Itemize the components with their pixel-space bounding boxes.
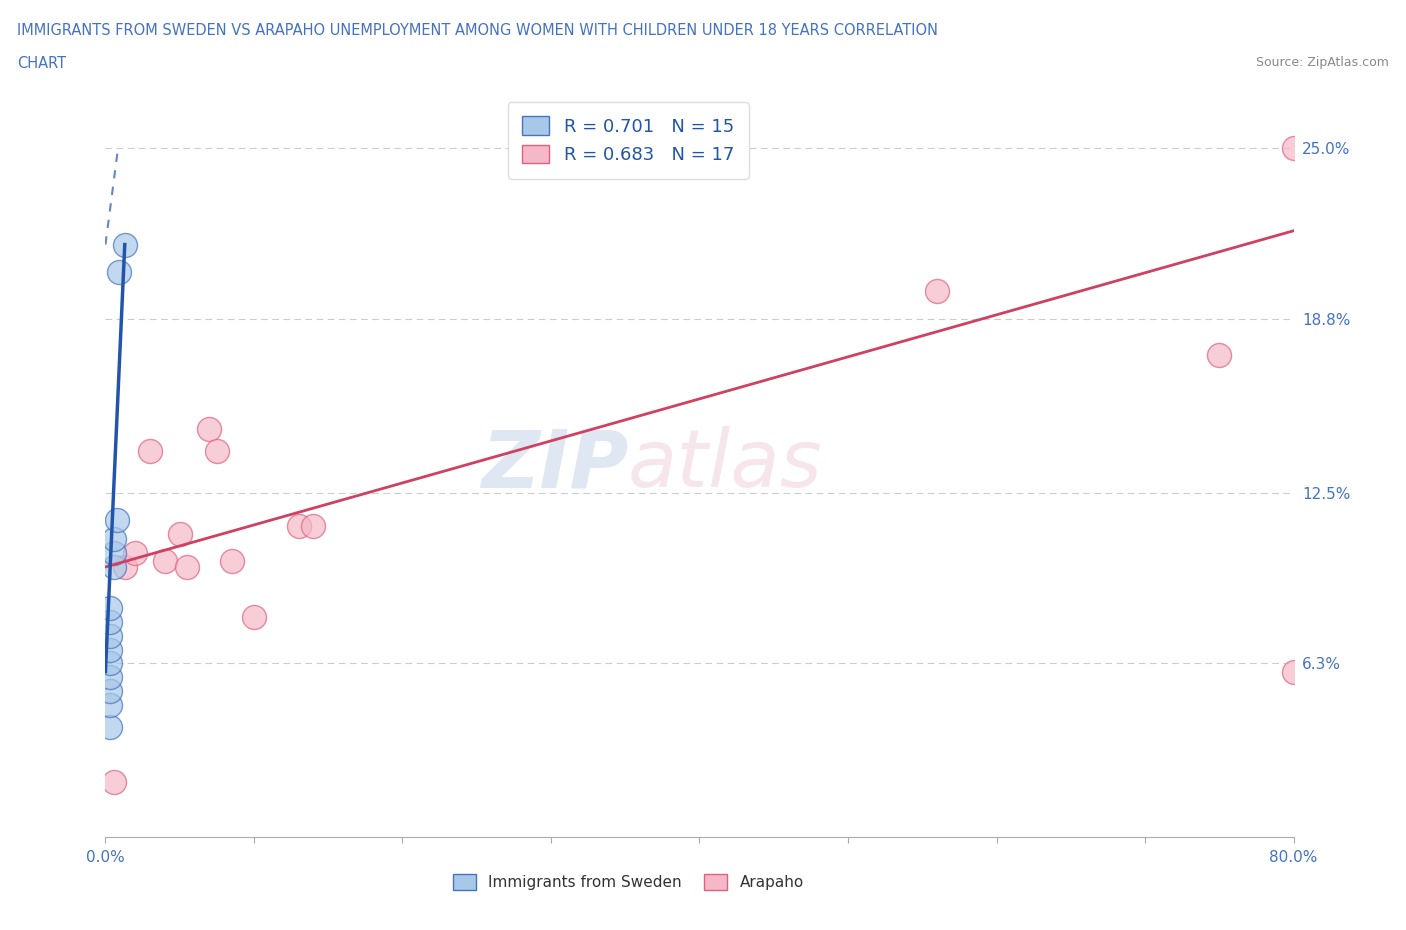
Point [302,518,325,533]
Point [103,532,125,547]
Text: atlas: atlas [628,426,823,504]
Point [198,421,221,436]
Point [98,684,121,698]
Point [103,546,125,561]
Point [169,526,191,541]
Point [176,560,198,575]
Point [1282,664,1305,679]
Point [927,284,949,299]
Text: ZIP: ZIP [481,426,628,504]
Point [105,512,128,527]
Point [103,560,125,575]
Point [205,444,228,458]
Point [1208,347,1230,362]
Text: Source: ZipAtlas.com: Source: ZipAtlas.com [1256,56,1389,69]
Point [243,609,266,624]
Legend: Immigrants from Sweden, Arapaho: Immigrants from Sweden, Arapaho [447,868,810,897]
Point [153,554,176,569]
Text: CHART: CHART [17,56,66,71]
Point [1282,140,1305,155]
Point [98,629,121,644]
Point [98,656,121,671]
Point [124,546,146,561]
Point [98,719,121,734]
Point [139,444,162,458]
Point [114,237,136,252]
Point [98,615,121,630]
Point [114,560,136,575]
Point [98,601,121,616]
Point [108,265,131,280]
Point [287,518,309,533]
Point [98,643,121,658]
Point [98,698,121,712]
Text: IMMIGRANTS FROM SWEDEN VS ARAPAHO UNEMPLOYMENT AMONG WOMEN WITH CHILDREN UNDER 1: IMMIGRANTS FROM SWEDEN VS ARAPAHO UNEMPL… [17,23,938,38]
Point [98,670,121,684]
Point [103,775,125,790]
Point [221,554,243,569]
